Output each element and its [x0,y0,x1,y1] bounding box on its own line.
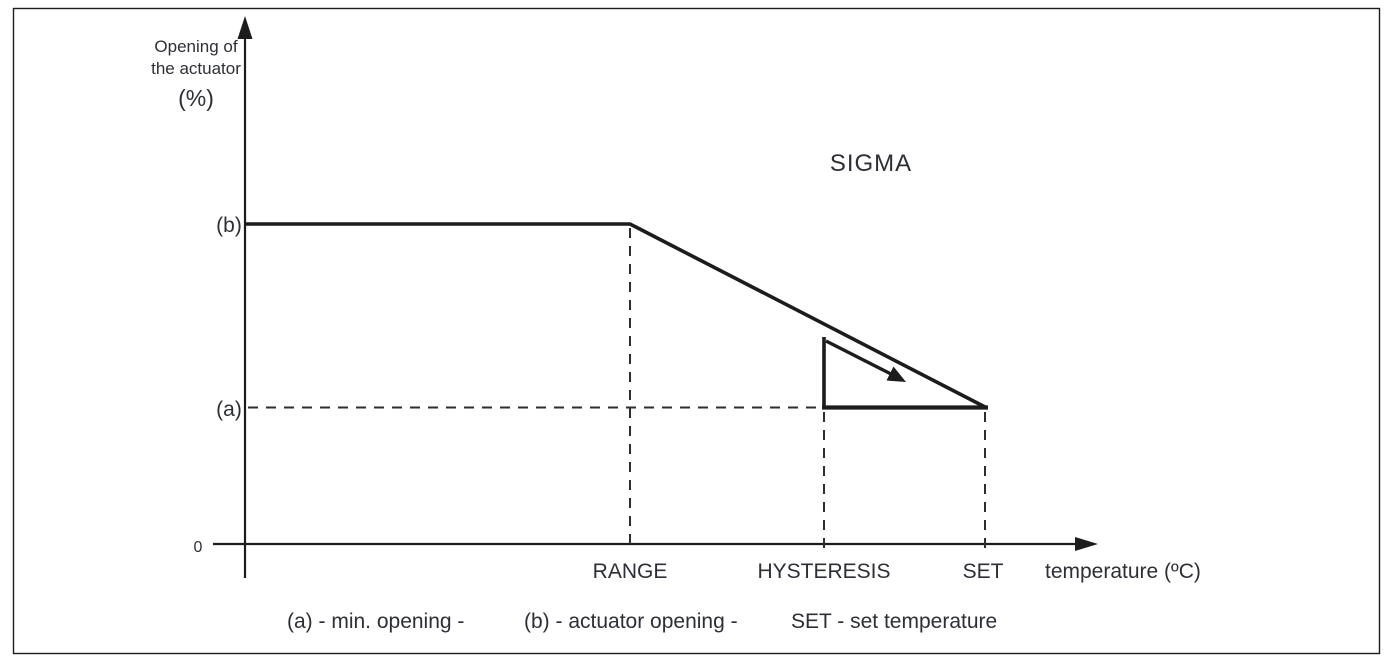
actuator-opening-curve [246,222,988,410]
level-a-label: (a) [216,398,242,421]
origin-label: 0 [194,539,203,556]
x-tick-hysteresis-label: HYSTERESIS [757,560,890,583]
x-axis-arrowhead-icon [1075,537,1098,551]
hysteresis-arrow-shaft [825,339,892,376]
x-axis-label: temperature (ºC) [1045,560,1201,583]
hysteresis-arrowhead-icon [886,366,906,382]
x-tick-set-label: SET [963,560,1004,583]
x-tick-range-label: RANGE [593,560,668,583]
y-axis-unit-label: (%) [178,85,214,111]
y-axis-label-line2: the actuator [151,59,241,78]
legend-item-set: SET - set temperature [791,610,997,633]
level-b-label: (b) [216,214,242,237]
y-axis-arrowhead-icon [237,16,253,39]
y-axis-label-line1: Opening of [154,37,237,56]
legend-item-a: (a) - min. opening - [287,610,464,633]
algorithm-title: SIGMA [830,150,912,177]
legend-item-b: (b) - actuator opening - [524,610,738,633]
figure-border [12,7,1381,655]
